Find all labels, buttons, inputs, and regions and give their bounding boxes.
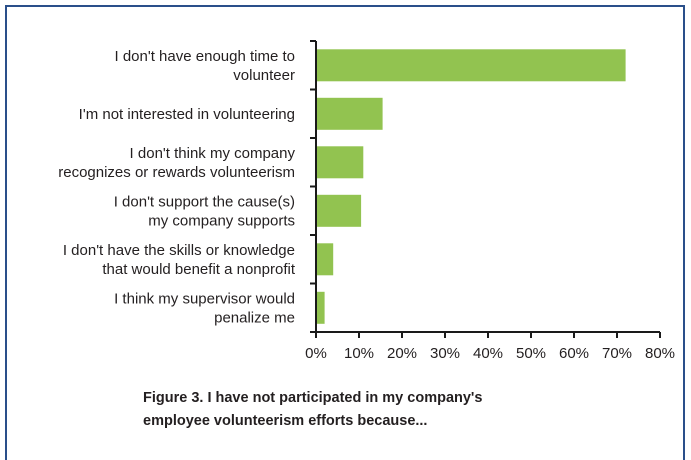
bar-1 [316,49,626,82]
x-tick-label-80: 80% [645,345,675,362]
x-tick-label-70: 70% [602,345,632,362]
x-tick-label-30: 30% [430,345,460,362]
tick-labels-group: 0% 10% 20% 30% 40% 50% 60% 70% 80% [305,345,675,362]
x-tick-label-60: 60% [559,345,589,362]
category-label-4: I don't support the cause(s) my company s… [114,193,295,229]
x-tick-label-20: 20% [387,345,417,362]
figure-caption: Figure 3. I have not participated in my … [143,387,603,433]
x-tick-label-40: 40% [473,345,503,362]
category-labels-group: I don't have enough time to volunteer I'm … [58,48,296,326]
bars-group [316,49,626,324]
category-label-6: I think my supervisor would penalize me [114,290,295,326]
x-tick-label-50: 50% [516,345,546,362]
x-tick-label-10: 10% [344,345,374,362]
chart-frame [5,5,685,460]
axes-group [310,40,661,338]
caption-line-2: employee volunteerism efforts because... [143,413,428,429]
bar-4 [316,194,362,227]
bar-3 [316,146,364,179]
caption-line-1: Figure 3. I have not participated in my … [143,390,483,406]
category-label-2: I'm not interested in volunteering [79,106,295,123]
bar-5 [316,243,334,276]
category-label-1: I don't have enough time to volunteer [115,48,296,84]
bar-2 [316,97,383,130]
category-label-5: I don't have the skills or knowledge that… [63,242,296,278]
bar-6 [316,291,325,324]
x-tick-label-0: 0% [305,345,327,362]
category-label-3: I don't think my company recognizes or re… [58,145,295,181]
